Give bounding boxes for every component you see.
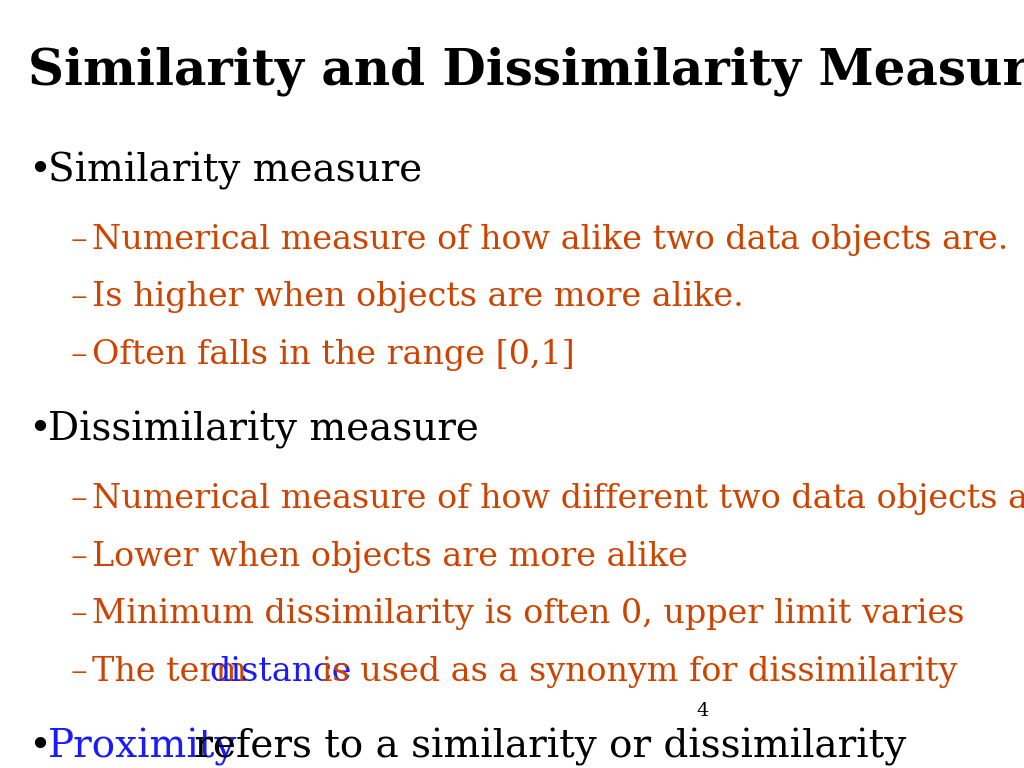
- Text: –: –: [71, 223, 88, 256]
- Text: 4: 4: [696, 703, 709, 720]
- Text: Similarity and Dissimilarity Measures: Similarity and Dissimilarity Measures: [29, 46, 1024, 95]
- Text: –: –: [71, 541, 88, 573]
- Text: Is higher when objects are more alike.: Is higher when objects are more alike.: [92, 281, 743, 313]
- Text: Minimum dissimilarity is often 0, upper limit varies: Minimum dissimilarity is often 0, upper …: [92, 598, 965, 631]
- Text: •: •: [29, 411, 51, 448]
- Text: distance: distance: [210, 656, 352, 688]
- Text: Numerical measure of how alike two data objects are.: Numerical measure of how alike two data …: [92, 223, 1009, 256]
- Text: Often falls in the range [0,1]: Often falls in the range [0,1]: [92, 339, 574, 371]
- Text: Similarity measure: Similarity measure: [48, 152, 423, 190]
- Text: Lower when objects are more alike: Lower when objects are more alike: [92, 541, 688, 573]
- Text: –: –: [71, 483, 88, 515]
- Text: –: –: [71, 339, 88, 371]
- Text: Proximity: Proximity: [48, 728, 238, 766]
- Text: –: –: [71, 281, 88, 313]
- Text: –: –: [71, 598, 88, 631]
- Text: •: •: [29, 152, 51, 189]
- Text: Dissimilarity measure: Dissimilarity measure: [48, 411, 479, 449]
- Text: Numerical measure of how different two data objects are: Numerical measure of how different two d…: [92, 483, 1024, 515]
- Text: is used as a synonym for dissimilarity: is used as a synonym for dissimilarity: [310, 656, 957, 688]
- Text: refers to a similarity or dissimilarity: refers to a similarity or dissimilarity: [182, 728, 906, 766]
- Text: The term: The term: [92, 656, 258, 688]
- Text: –: –: [71, 656, 88, 688]
- Text: •: •: [29, 728, 51, 765]
